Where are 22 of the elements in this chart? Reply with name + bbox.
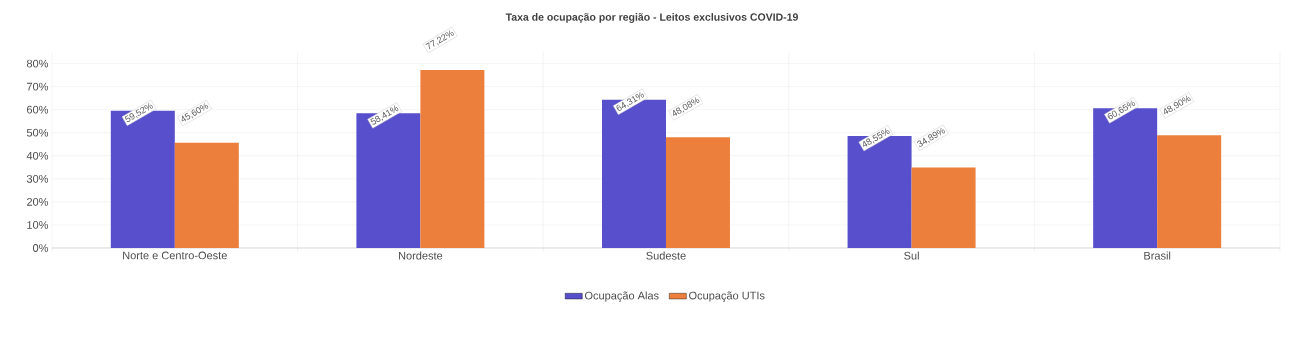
y-tick-label: 60% [27,105,49,114]
y-tick-label: 50% [26,128,49,137]
bar [174,142,239,248]
legend-label: Ocupação UTIs [689,291,765,302]
y-tick-label: 0% [33,244,49,252]
bar [1157,135,1222,248]
chart-title: Taxa de ocupação por região - Leitos exclusivos COVID-19 [505,13,798,23]
y-tick-label: 30% [26,174,49,183]
bar [665,137,730,248]
bar [911,167,976,248]
y-tick-label: 80% [26,59,49,68]
y-tick-label: 20% [27,198,49,206]
bar [420,69,485,248]
y-tick-label: 70% [27,82,49,91]
x-tick-label: Norte e Centro-Oeste [123,251,227,260]
x-tick-label: Sul [904,251,919,260]
y-tick-label: 40% [26,151,49,160]
x-tick-label: Sudeste [646,251,686,260]
y-tick-label: 10% [27,221,49,229]
x-tick-label: Brasil [1144,251,1171,260]
legend-label: Ocupação Alas [584,291,659,302]
x-tick-label: Nordeste [398,251,443,260]
